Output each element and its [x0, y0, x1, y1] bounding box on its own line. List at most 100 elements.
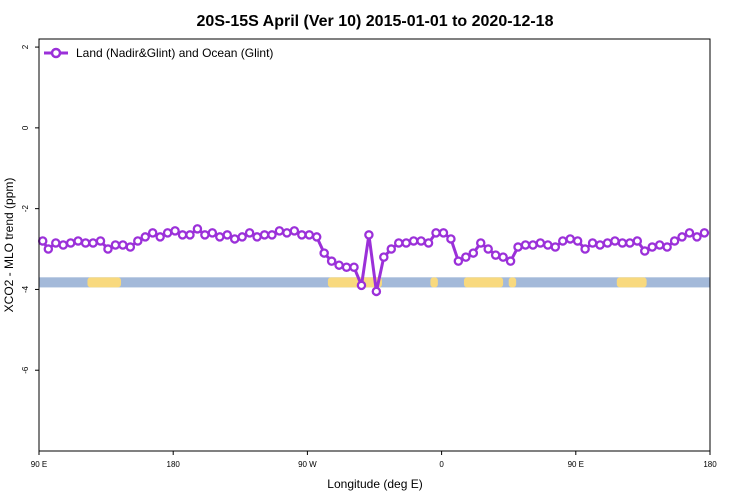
data-point	[490, 250, 501, 260]
x-tick-label: 180	[703, 460, 717, 469]
data-point	[640, 246, 650, 256]
y-tick-label: -4	[21, 285, 30, 293]
data-point	[423, 238, 434, 248]
data-point	[170, 226, 180, 236]
x-axis-title: Longitude (deg E)	[327, 477, 422, 491]
data-point	[461, 252, 471, 262]
y-tick-label: 0	[21, 125, 30, 130]
data-point	[662, 242, 672, 252]
data-point	[535, 238, 546, 248]
data-point	[73, 236, 83, 246]
data-point	[65, 238, 76, 248]
data-point	[580, 244, 590, 254]
data-point	[602, 238, 613, 248]
data-point	[498, 252, 508, 262]
data-point	[304, 230, 315, 240]
data-point	[133, 236, 143, 246]
data-point	[222, 230, 233, 240]
data-point	[550, 242, 561, 252]
land-segment	[430, 277, 438, 288]
data-point	[237, 232, 247, 242]
data-point	[162, 228, 173, 238]
data-point	[483, 244, 493, 254]
data-point	[140, 232, 150, 242]
data-point	[438, 228, 449, 238]
data-point	[185, 230, 195, 240]
land-segment	[327, 277, 382, 288]
data-point	[431, 228, 441, 238]
data-point	[215, 232, 225, 242]
data-point	[289, 226, 300, 236]
series-layer	[37, 224, 710, 297]
x-tick-label: 90 W	[298, 460, 317, 469]
x-tick-label: 0	[439, 460, 444, 469]
data-point	[125, 242, 136, 252]
data-point	[110, 240, 121, 250]
data-point	[468, 248, 479, 258]
data-point	[625, 238, 635, 248]
data-point	[379, 252, 389, 262]
data-point	[267, 230, 277, 240]
data-point	[297, 230, 307, 240]
data-point	[80, 238, 91, 248]
land-segment	[463, 277, 504, 288]
land-segment	[87, 277, 122, 288]
y-tick-label: -6	[21, 366, 30, 374]
data-point	[155, 232, 165, 242]
legend-entry: Land (Nadir&Glint) and Ocean (Glint)	[76, 46, 273, 60]
data-point	[572, 236, 583, 246]
data-point	[401, 238, 411, 248]
data-point	[274, 226, 285, 236]
data-point	[88, 238, 98, 248]
data-point	[349, 262, 359, 272]
data-point	[692, 232, 702, 242]
y-axis: 2 0 -2 -4 -6	[21, 44, 39, 374]
data-point	[543, 240, 553, 250]
data-point	[528, 240, 538, 250]
legend-marker-swatch	[50, 47, 62, 59]
data-point	[43, 244, 54, 254]
data-point	[453, 256, 464, 266]
data-point	[393, 238, 404, 248]
x-tick-label: 90 E	[31, 460, 47, 469]
data-point	[341, 262, 352, 272]
data-point	[58, 240, 68, 250]
data-point	[475, 238, 486, 248]
data-point	[699, 228, 710, 238]
data-point	[95, 236, 106, 246]
chart-title: 20S-15S April (Ver 10) 2015-01-01 to 202…	[197, 13, 554, 30]
data-point	[416, 236, 426, 246]
data-point	[252, 232, 262, 242]
plot-frame	[38, 38, 711, 452]
data-point	[259, 230, 270, 240]
data-point	[311, 232, 322, 242]
data-point	[505, 256, 516, 266]
data-point	[364, 230, 374, 240]
y-tick-label: -2	[21, 205, 30, 213]
y-axis-title: XCO2 - MLO trend (ppm)	[2, 178, 16, 313]
data-point	[147, 228, 158, 238]
data-point	[51, 238, 61, 248]
data-point	[200, 230, 210, 240]
data-point	[669, 236, 680, 246]
data-point	[558, 236, 568, 246]
data-point	[632, 236, 643, 246]
data-point	[319, 248, 329, 258]
data-point	[118, 240, 128, 250]
land-segment	[508, 277, 517, 288]
data-point	[408, 236, 419, 246]
legend: Land (Nadir&Glint) and Ocean (Glint)	[44, 46, 273, 60]
data-point	[513, 242, 523, 252]
data-point	[103, 244, 113, 254]
data-point	[282, 228, 292, 238]
land-segment	[616, 277, 647, 288]
data-point	[334, 260, 344, 270]
data-point	[677, 232, 687, 242]
data-point	[244, 228, 255, 238]
y-tick-label: 2	[21, 44, 30, 49]
data-point	[326, 256, 337, 266]
data-point	[587, 238, 598, 248]
data-point	[565, 234, 575, 244]
x-tick-label: 180	[167, 460, 181, 469]
